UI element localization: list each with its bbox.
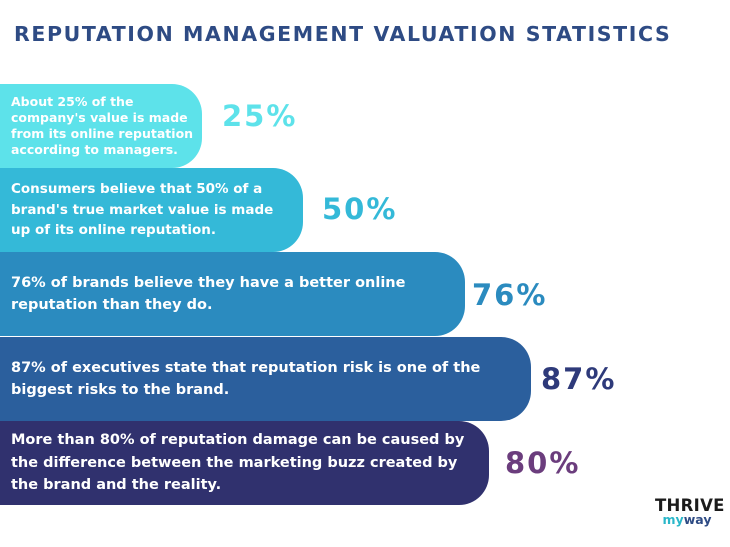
bar-label-4: 87% of executives state that reputation … [11, 359, 481, 398]
logo-text-way: way [683, 512, 712, 528]
value-label-4: 87% [541, 362, 617, 396]
bar-1: About 25% of the company's value is made… [0, 84, 202, 168]
value-label-2: 50% [322, 192, 398, 226]
bar-3: 76% of brands believe they have a better… [0, 252, 465, 336]
bar-2: Consumers believe that 50% of a brand's … [0, 168, 303, 252]
bar-label-1: About 25% of the company's value is made… [11, 93, 194, 158]
logo-text-top: THRIVE [655, 496, 725, 515]
bar-5: More than 80% of reputation damage can b… [0, 421, 489, 505]
bar-label-3: 76% of brands believe they have a better… [11, 274, 406, 313]
value-label-3: 76% [472, 278, 548, 312]
chart-title: REPUTATION MANAGEMENT VALUATION STATISTI… [14, 22, 672, 46]
bar-label-5: More than 80% of reputation damage can b… [11, 432, 465, 494]
thrive-my-way-logo: THRIVE myway [655, 496, 725, 527]
bar-label-2: Consumers believe that 50% of a brand's … [11, 180, 274, 239]
logo-text-bottom: myway [655, 513, 719, 527]
logo-text-my: my [662, 512, 684, 528]
value-label-1: 25% [222, 99, 298, 133]
value-label-5: 80% [505, 446, 581, 480]
bar-4: 87% of executives state that reputation … [0, 337, 531, 421]
